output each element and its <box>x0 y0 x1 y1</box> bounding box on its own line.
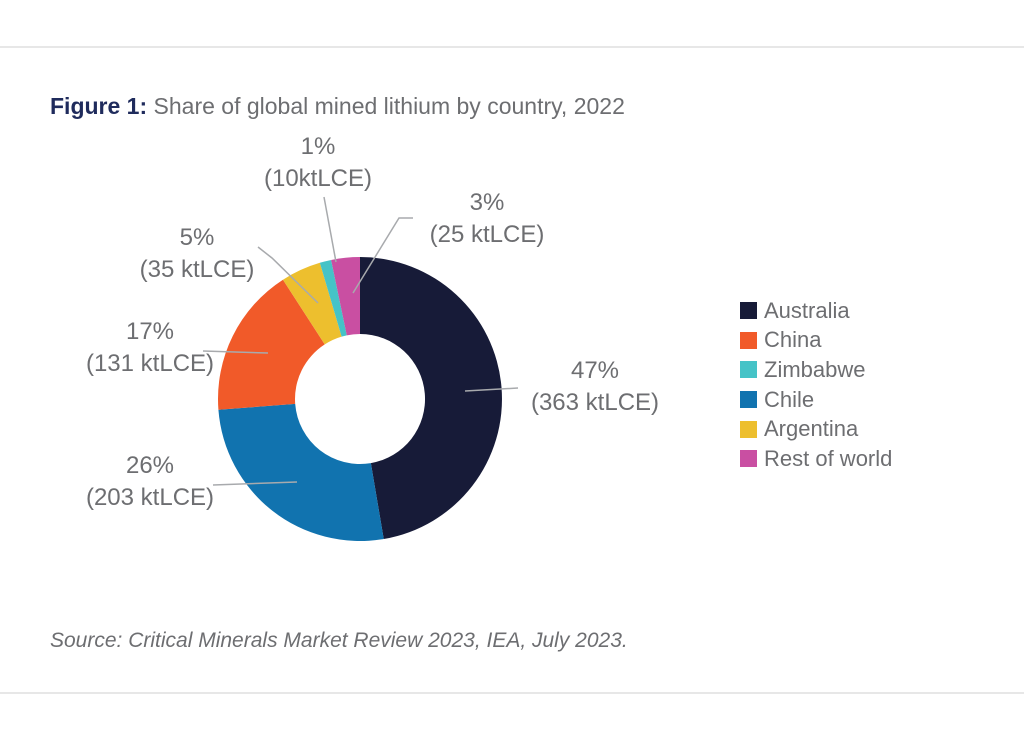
callout-zimbabwe: 1% (10ktLCE) <box>264 131 372 195</box>
figure-title: Figure 1: Share of global mined lithium … <box>50 93 625 120</box>
legend-item-chile: Chile <box>740 385 892 415</box>
bottom-divider <box>0 692 1024 694</box>
donut-slice-china <box>218 279 325 410</box>
callout-australia: 47% (363 ktLCE) <box>531 355 659 419</box>
callout-chile-pct: 26% <box>125 452 175 479</box>
legend-label-argentina: Argentina <box>764 416 859 442</box>
legend-label-chile: Chile <box>764 386 815 412</box>
legend-item-rest-of-world: Rest of world <box>740 444 892 474</box>
legend-swatch-china <box>740 331 757 349</box>
top-divider <box>0 46 1024 48</box>
callout-australia-value: (363 ktLCE) <box>530 389 660 416</box>
leader-line-chile <box>212 481 298 486</box>
callout-china-pct: 17% <box>125 318 175 345</box>
donut-slice-zimbabwe <box>319 259 347 337</box>
callout-zimbabwe-pct: 1% <box>300 133 336 160</box>
legend-item-australia: Australia <box>740 296 892 326</box>
callout-chile-value: (203 ktLCE) <box>85 484 215 511</box>
legend-item-china: China <box>740 326 892 356</box>
callout-argentina: 5% (35 ktLCE) <box>140 222 255 286</box>
source-citation: Source: Critical Minerals Market Review … <box>50 629 628 652</box>
callout-rest-of-world-value: (25 ktLCE) <box>429 221 545 248</box>
legend-swatch-chile <box>740 391 757 409</box>
callout-argentina-value: (35 ktLCE) <box>139 256 255 283</box>
callout-rest-of-world: 3% (25 ktLCE) <box>430 187 545 251</box>
callout-australia-pct: 47% <box>570 357 620 384</box>
callout-argentina-pct: 5% <box>179 224 215 251</box>
leader-line-argentina <box>257 246 319 304</box>
callout-china: 17% (131 ktLCE) <box>86 316 214 380</box>
leader-line-china <box>202 350 269 354</box>
callout-china-value: (131 ktLCE) <box>85 350 215 377</box>
legend-label-rest-of-world: Rest of world <box>764 445 893 471</box>
leader-line-rest-of-world <box>352 217 413 294</box>
legend-swatch-rest-of-world <box>740 450 757 468</box>
callout-rest-of-world-pct: 3% <box>469 189 505 216</box>
chart-legend: Australia China Zimbabwe Chile Argentina… <box>740 296 892 474</box>
legend-item-argentina: Argentina <box>740 414 892 444</box>
legend-label-zimbabwe: Zimbabwe <box>764 356 866 382</box>
legend-label-china: China <box>764 327 822 353</box>
legend-swatch-australia <box>740 302 757 320</box>
donut-slices-group <box>218 257 502 541</box>
legend-swatch-zimbabwe <box>740 361 757 379</box>
figure-number: Figure 1: <box>50 93 148 119</box>
leader-lines-group <box>202 196 519 486</box>
donut-slice-rest-of-world <box>331 257 360 336</box>
leader-line-australia <box>464 387 519 392</box>
figure-title-text: Share of global mined lithium by country… <box>147 93 625 119</box>
legend-swatch-argentina <box>740 420 757 438</box>
leader-line-zimbabwe <box>323 196 337 263</box>
donut-slice-chile <box>218 403 384 541</box>
legend-label-australia: Australia <box>764 297 850 323</box>
callout-zimbabwe-value: (10ktLCE) <box>263 165 373 192</box>
callout-chile: 26% (203 ktLCE) <box>86 450 214 514</box>
legend-item-zimbabwe: Zimbabwe <box>740 355 892 385</box>
donut-slice-australia <box>360 257 502 539</box>
